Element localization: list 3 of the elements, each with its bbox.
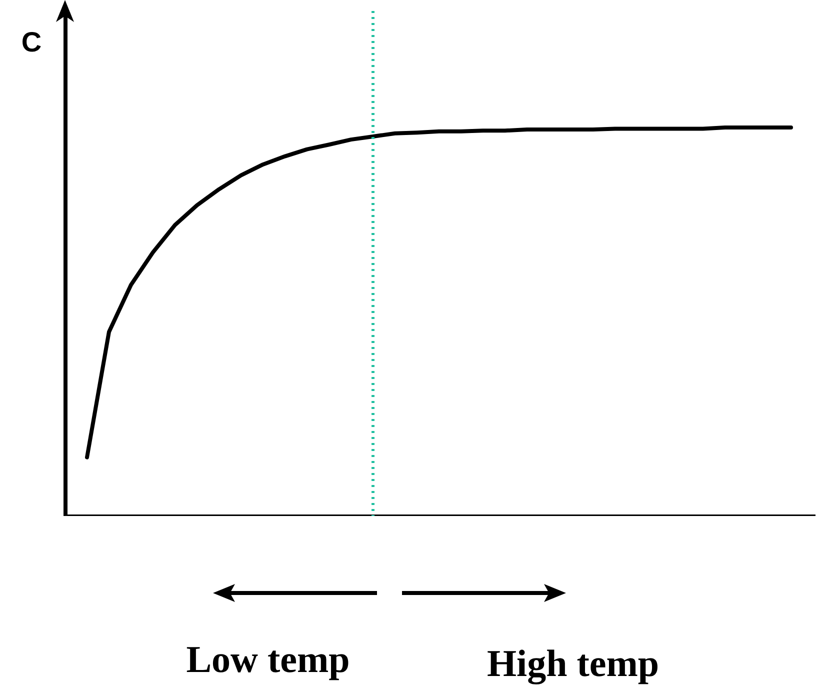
text: Low temp <box>186 638 350 682</box>
y-axis-title: C <box>21 26 42 58</box>
text: High temp <box>486 642 660 686</box>
